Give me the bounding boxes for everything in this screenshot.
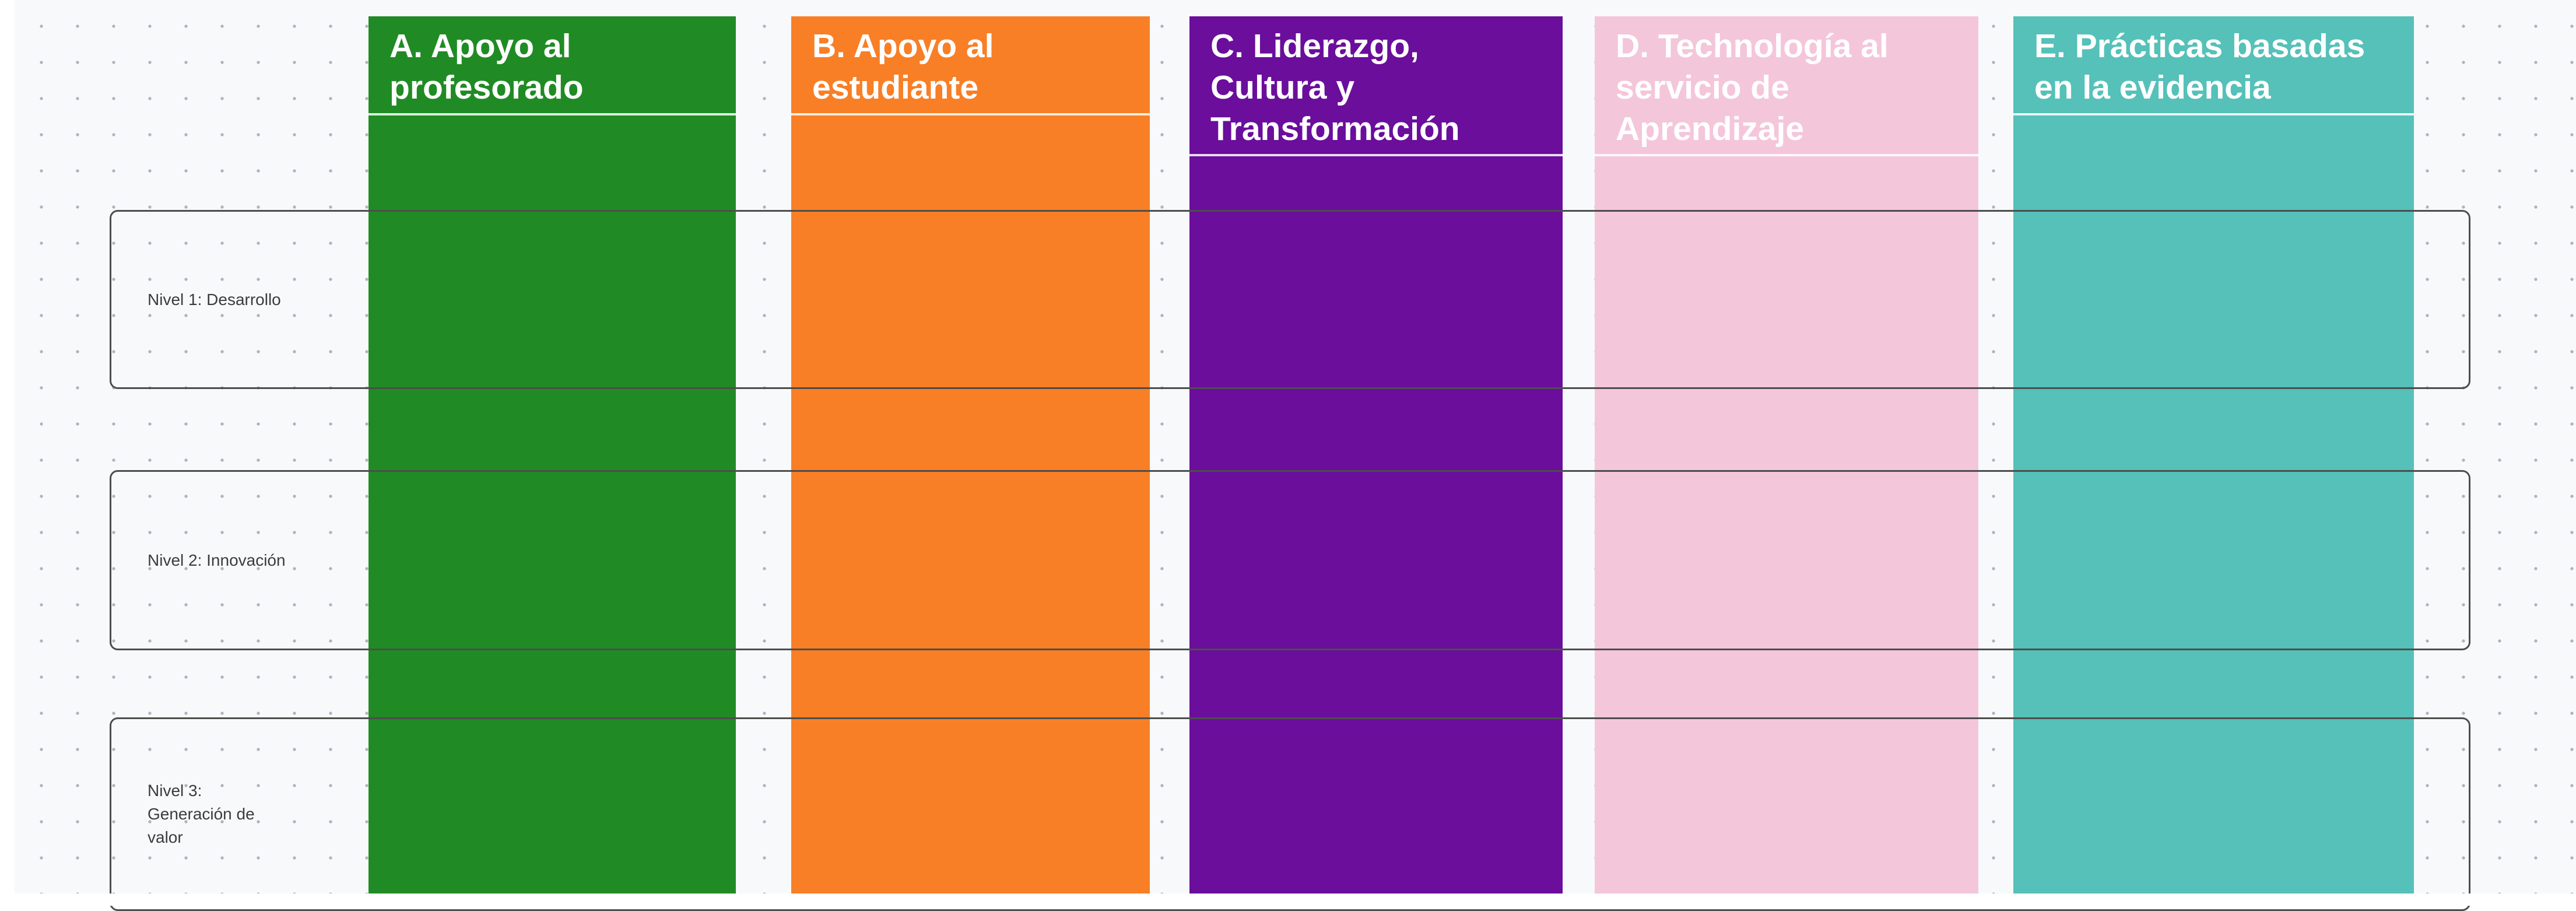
- column-title: C. Liderazgo, Cultura y Transformación: [1210, 27, 1460, 148]
- column-liderazgo-cultura-transformacion[interactable]: C. Liderazgo, Cultura y Transformación: [1189, 16, 1563, 894]
- column-apoyo-al-profesorado[interactable]: A. Apoyo al profesorado: [368, 16, 736, 894]
- column-header: C. Liderazgo, Cultura y Transformación: [1189, 16, 1563, 156]
- row-label: Nivel 1: Desarrollo: [148, 290, 281, 309]
- column-title: D. Technología al servicio de Aprendizaj…: [1616, 27, 1889, 148]
- row-label: Nivel 3: Generación de valor: [148, 782, 255, 846]
- column-header: A. Apoyo al profesorado: [368, 16, 736, 115]
- row-band-nivel-2[interactable]: Nivel 2: Innovación: [110, 470, 2470, 650]
- column-header: D. Technología al servicio de Aprendizaj…: [1595, 16, 1978, 156]
- column-header: B. Apoyo al estudiante: [791, 16, 1150, 115]
- row-label: Nivel 2: Innovación: [148, 551, 286, 569]
- column-header: E. Prácticas basadas en la evidencia: [2013, 16, 2414, 115]
- canvas-left-edge: [0, 0, 15, 894]
- row-band-nivel-3[interactable]: Nivel 3: Generación de valor: [110, 717, 2470, 911]
- row-band-nivel-1[interactable]: Nivel 1: Desarrollo: [110, 210, 2470, 389]
- column-title: B. Apoyo al estudiante: [812, 27, 994, 106]
- column-title: E. Prácticas basadas en la evidencia: [2034, 27, 2366, 106]
- column-practicas-basadas-evidencia[interactable]: E. Prácticas basadas en la evidencia: [2013, 16, 2414, 894]
- column-apoyo-al-estudiante[interactable]: B. Apoyo al estudiante: [791, 16, 1150, 894]
- column-tecnologia-servicio-aprendizaje[interactable]: D. Technología al servicio de Aprendizaj…: [1595, 16, 1978, 894]
- column-title: A. Apoyo al profesorado: [389, 27, 584, 106]
- canvas-bottom-edge: [0, 894, 2576, 906]
